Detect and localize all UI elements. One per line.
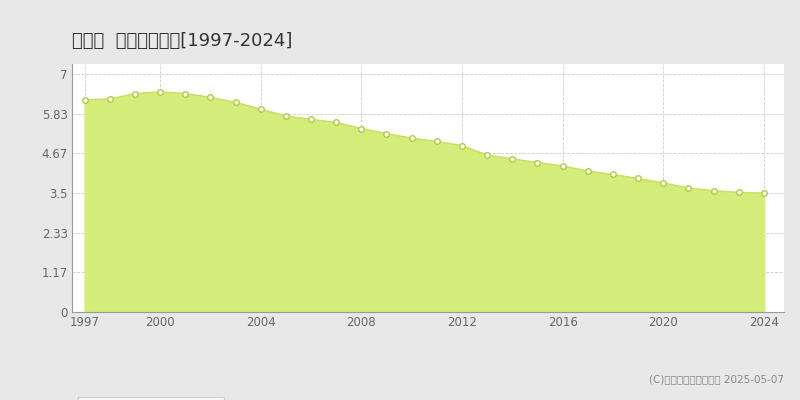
Legend: 基準地価 平均坪単価(万円/坪): 基準地価 平均坪単価(万円/坪) (78, 397, 224, 400)
Text: 昭和村  基準地価推移[1997-2024]: 昭和村 基準地価推移[1997-2024] (72, 32, 292, 50)
Text: (C)土地価格ドットコム 2025-05-07: (C)土地価格ドットコム 2025-05-07 (649, 374, 784, 384)
